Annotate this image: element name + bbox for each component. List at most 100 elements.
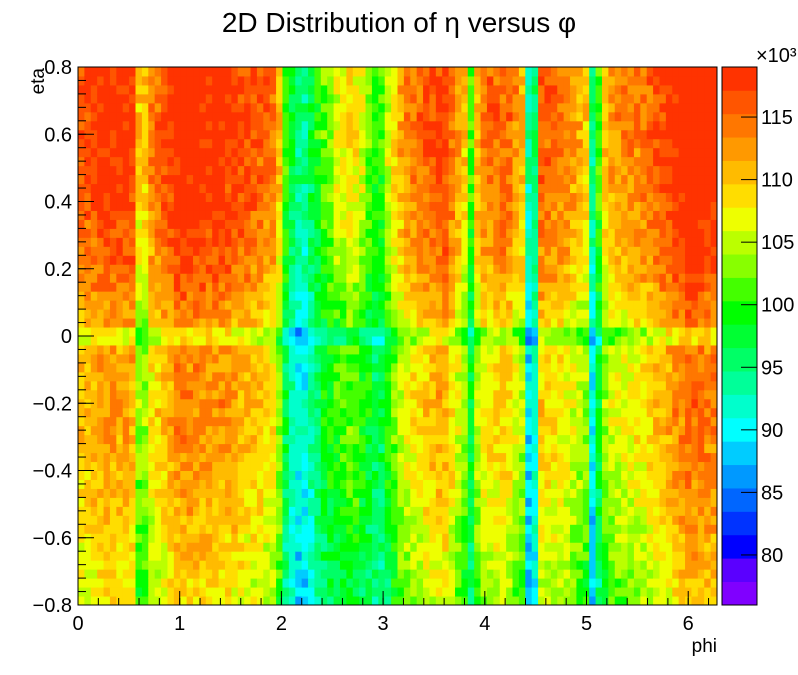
- heatmap-cell: [109, 470, 117, 480]
- heatmap-cell: [493, 336, 501, 346]
- heatmap-cell: [256, 291, 264, 301]
- heatmap-cell: [595, 228, 603, 238]
- heatmap-cell: [423, 569, 430, 579]
- heatmap-cell: [410, 398, 418, 409]
- heatmap-cell: [282, 497, 290, 507]
- heatmap-cell: [550, 67, 558, 77]
- heatmap-cell: [448, 192, 456, 202]
- heatmap-cell: [493, 515, 501, 525]
- heatmap-cell: [244, 75, 252, 86]
- heatmap-cell: [506, 111, 514, 122]
- heatmap-cell: [595, 291, 603, 301]
- heatmap-cell: [154, 461, 162, 471]
- heatmap-cell: [135, 273, 143, 283]
- heatmap-cell: [493, 497, 501, 507]
- heatmap-cell: [589, 434, 597, 445]
- heatmap-cell: [193, 434, 200, 445]
- heatmap-cell: [531, 201, 539, 211]
- heatmap-cell: [90, 111, 98, 122]
- heatmap-cell: [442, 542, 450, 552]
- heatmap-cell: [320, 67, 328, 77]
- heatmap-cell: [352, 336, 360, 346]
- heatmap-cell: [154, 596, 162, 606]
- heatmap-cell: [103, 344, 111, 355]
- heatmap-cell: [212, 147, 220, 158]
- heatmap-cell: [320, 183, 328, 194]
- heatmap-cell: [173, 138, 181, 149]
- heatmap-cell: [423, 452, 430, 463]
- heatmap-cell: [352, 255, 360, 265]
- heatmap-cell: [109, 596, 117, 606]
- heatmap-cell: [135, 479, 143, 489]
- heatmap-cell: [224, 488, 232, 498]
- heatmap-cell: [544, 102, 552, 113]
- heatmap-cell: [589, 542, 597, 552]
- heatmap-cell: [148, 353, 156, 364]
- heatmap-cell: [346, 255, 354, 265]
- heatmap-cell: [352, 156, 360, 167]
- heatmap-cell: [410, 461, 418, 471]
- heatmap-cell: [97, 596, 105, 606]
- heatmap-cell: [78, 569, 85, 579]
- heatmap-cell: [263, 353, 271, 364]
- heatmap-cell: [231, 67, 239, 77]
- heatmap-cell: [601, 336, 609, 346]
- heatmap-cell: [455, 282, 462, 292]
- heatmap-cell: [161, 353, 168, 364]
- heatmap-cell: [531, 327, 539, 337]
- heatmap-cell: [589, 515, 597, 525]
- heatmap-cell: [84, 542, 92, 552]
- heatmap-cell: [327, 488, 335, 498]
- heatmap-cell: [269, 273, 277, 283]
- heatmap-cell: [601, 344, 609, 355]
- heatmap-cell: [506, 264, 514, 274]
- heatmap-cell: [601, 533, 609, 543]
- heatmap-cell: [352, 67, 360, 77]
- heatmap-cell: [455, 407, 462, 418]
- heatmap-cell: [180, 102, 188, 113]
- heatmap-cell: [180, 318, 188, 328]
- heatmap-cell: [122, 120, 130, 131]
- heatmap-cell: [84, 344, 92, 355]
- heatmap-cell: [403, 362, 411, 373]
- heatmap-cell: [333, 488, 341, 498]
- heatmap-cell: [416, 425, 424, 436]
- heatmap-cell: [244, 551, 252, 561]
- heatmap-cell: [90, 120, 98, 131]
- heatmap-cell: [288, 389, 296, 400]
- heatmap-cell: [276, 380, 283, 391]
- heatmap-cell: [269, 461, 277, 471]
- heatmap-cell: [416, 497, 424, 507]
- heatmap-cell: [595, 542, 603, 552]
- heatmap-cell: [109, 129, 117, 140]
- heatmap-cell: [608, 551, 616, 561]
- heatmap-cell: [129, 102, 137, 113]
- heatmap-cell: [403, 524, 411, 534]
- heatmap-cell: [122, 93, 130, 104]
- heatmap-cell: [391, 84, 398, 95]
- heatmap-cell: [486, 210, 494, 220]
- heatmap-cell: [116, 327, 124, 337]
- heatmap-cell: [244, 470, 252, 480]
- heatmap-cell: [391, 210, 398, 220]
- heatmap-cell: [429, 596, 437, 606]
- heatmap-cell: [557, 524, 565, 534]
- heatmap-cell: [244, 228, 252, 238]
- heatmap-cell: [276, 497, 283, 507]
- heatmap-cell: [218, 461, 226, 471]
- heatmap-cell: [525, 461, 533, 471]
- heatmap-cell: [301, 497, 309, 507]
- heatmap-cell: [122, 443, 130, 454]
- heatmap-cell: [135, 174, 143, 185]
- heatmap-cell: [199, 425, 207, 436]
- heatmap-cell: [90, 452, 98, 463]
- heatmap-cell: [442, 506, 450, 516]
- heatmap-cell: [122, 327, 130, 337]
- heatmap-cell: [518, 309, 526, 319]
- heatmap-cell: [493, 282, 501, 292]
- heatmap-cell: [186, 398, 194, 409]
- heatmap-cell: [199, 273, 207, 283]
- heatmap-cell: [250, 533, 258, 543]
- heatmap-cell: [97, 578, 105, 588]
- heatmap-cell: [442, 75, 450, 86]
